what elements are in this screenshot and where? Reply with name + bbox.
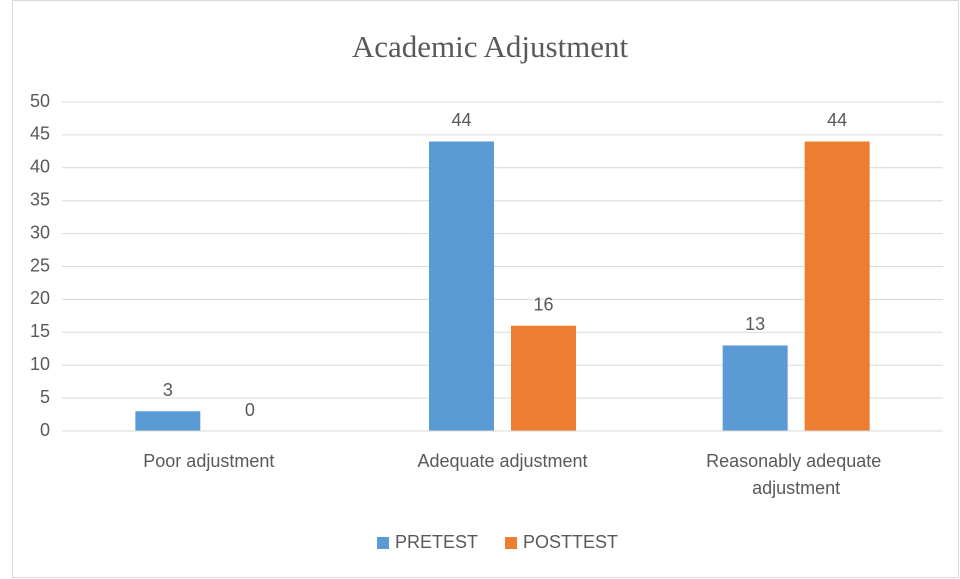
y-tick-label: 40 bbox=[30, 157, 50, 177]
legend-swatch bbox=[505, 537, 518, 549]
y-tick-label: 30 bbox=[30, 222, 50, 242]
y-tick-label: 45 bbox=[30, 124, 50, 144]
data-label: 0 bbox=[245, 400, 255, 420]
bar bbox=[429, 141, 494, 432]
data-label: 44 bbox=[827, 110, 847, 130]
bar bbox=[135, 411, 201, 431]
y-tick-label: 50 bbox=[30, 91, 50, 111]
bar bbox=[511, 325, 576, 431]
legend-label: POSTTEST bbox=[523, 532, 618, 552]
x-tick-label: Poor adjustment bbox=[143, 451, 274, 471]
y-tick-label: 0 bbox=[40, 420, 50, 440]
y-tick-label: 5 bbox=[40, 387, 50, 407]
data-label: 44 bbox=[451, 110, 471, 130]
data-label: 3 bbox=[163, 380, 173, 400]
y-tick-label: 25 bbox=[30, 255, 50, 275]
data-label: 13 bbox=[745, 314, 765, 334]
y-tick-label: 35 bbox=[30, 189, 50, 209]
y-tick-label: 20 bbox=[30, 288, 50, 308]
y-tick-label: 10 bbox=[30, 354, 50, 374]
y-tick-label: 15 bbox=[30, 321, 50, 341]
legend-swatch bbox=[377, 537, 389, 549]
data-label: 16 bbox=[533, 294, 553, 314]
x-tick-label: Adequate adjustment bbox=[417, 451, 587, 471]
bar bbox=[722, 345, 788, 431]
bar bbox=[804, 141, 870, 432]
chart-title: Academic Adjustment bbox=[352, 29, 629, 64]
legend-label: PRETEST bbox=[395, 532, 478, 552]
x-tick-label: Reasonably adequate adjustment bbox=[706, 451, 886, 498]
